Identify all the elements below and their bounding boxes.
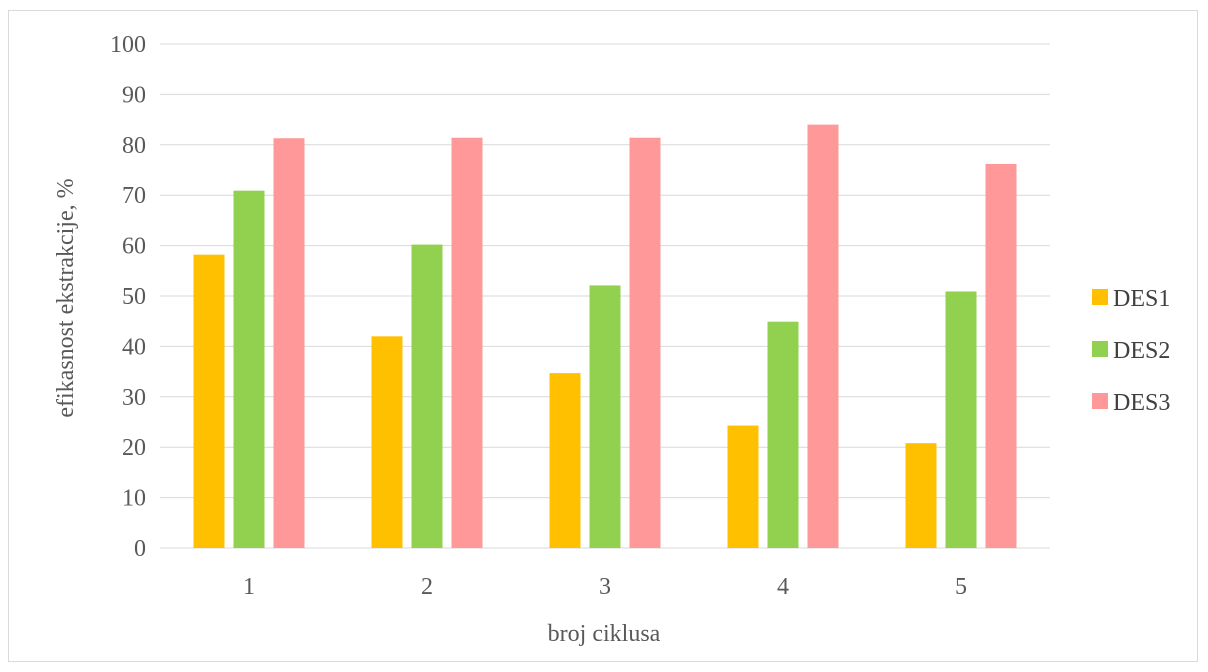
x-tick-labels: 1 2 3 4 5 <box>243 574 967 600</box>
legend: DES1 DES2 DES3 <box>1092 286 1170 416</box>
y-tick-label: 60 <box>122 234 146 260</box>
legend-label-des2: DES2 <box>1113 338 1170 364</box>
bar-des1-cat-4 <box>727 425 759 548</box>
bars <box>193 124 1017 549</box>
legend-label-des3: DES3 <box>1113 390 1170 416</box>
x-tick-label: 5 <box>955 574 967 600</box>
bar-des2-cat-4 <box>767 321 799 548</box>
y-tick-label: 0 <box>134 536 146 562</box>
y-axis-label: efikasnost ekstrakcije, % <box>53 178 79 417</box>
gridlines <box>160 43 1050 549</box>
legend-swatch-des3 <box>1092 393 1108 409</box>
x-tick-label: 2 <box>421 574 433 600</box>
bar-des3-cat-4 <box>807 124 839 548</box>
bar-des2-cat-5 <box>945 291 977 548</box>
legend-label-des1: DES1 <box>1113 286 1170 312</box>
x-tick-label: 4 <box>777 574 789 600</box>
y-tick-label: 10 <box>122 486 146 512</box>
bar-des2-cat-2 <box>411 244 443 549</box>
legend-swatch-des2 <box>1092 341 1108 357</box>
bar-des2-cat-3 <box>589 285 621 548</box>
bar-des2-cat-1 <box>233 190 265 548</box>
bar-des3-cat-2 <box>451 137 483 548</box>
y-tick-label: 100 <box>110 32 146 58</box>
y-tick-label: 70 <box>122 183 146 209</box>
legend-swatch-des1 <box>1092 289 1108 305</box>
y-tick-label: 20 <box>122 435 146 461</box>
y-tick-label: 40 <box>122 334 146 360</box>
bar-des1-cat-3 <box>549 373 581 548</box>
y-tick-label: 80 <box>122 133 146 159</box>
bar-des1-cat-2 <box>371 336 403 548</box>
bar-des1-cat-1 <box>193 254 225 548</box>
bar-des3-cat-1 <box>273 138 305 549</box>
y-tick-label: 30 <box>122 385 146 411</box>
bar-des1-cat-5 <box>905 443 937 548</box>
x-axis-label: broj ciklusa <box>548 621 661 647</box>
x-tick-label: 1 <box>243 574 255 600</box>
bar-des3-cat-5 <box>985 163 1017 548</box>
x-tick-label: 3 <box>599 574 611 600</box>
y-tick-label: 90 <box>122 82 146 108</box>
bar-des3-cat-3 <box>629 137 661 548</box>
y-tick-label: 50 <box>122 284 146 310</box>
y-tick-labels: 0 10 20 30 40 50 60 70 80 90 100 <box>110 32 146 562</box>
